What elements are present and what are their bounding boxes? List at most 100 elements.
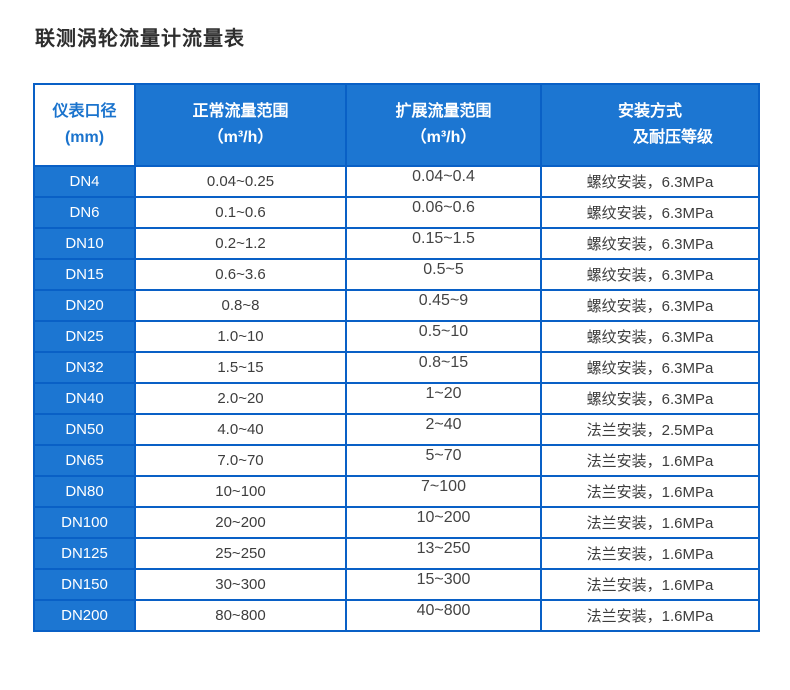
header-cell-install: 安装方式 及耐压等级 [540, 83, 760, 167]
header-cell-normal-range: 正常流量范围 （m³/h） [134, 83, 347, 167]
extended-range-value: 5~70 [425, 447, 462, 464]
table-row: DN10 0.2~1.2 0.15~1.5 螺纹安装，6.3MPa [33, 227, 760, 260]
header-diameter-line2: (mm) [64, 129, 105, 146]
cell-normal-range: 0.8~8 [134, 289, 347, 322]
table-row: DN6 0.1~0.6 0.06~0.6 螺纹安装，6.3MPa [33, 196, 760, 229]
cell-install: 法兰安装，1.6MPa [540, 568, 760, 601]
extended-range-value: 0.06~0.6 [412, 199, 475, 216]
table-row: DN25 1.0~10 0.5~10 螺纹安装，6.3MPa [33, 320, 760, 353]
extended-range-value: 0.8~15 [418, 354, 469, 371]
extended-range-value: 10~200 [416, 509, 471, 526]
cell-dn: DN15 [33, 258, 136, 291]
cell-normal-range: 0.2~1.2 [134, 227, 347, 260]
cell-normal-range: 4.0~40 [134, 413, 347, 446]
header-normal-line2: （m³/h） [207, 129, 274, 146]
header-normal-line1: 正常流量范围 [192, 103, 289, 120]
cell-install: 法兰安装，2.5MPa [540, 413, 760, 446]
header-cell-extended-range: 扩展流量范围 （m³/h） [345, 83, 542, 167]
cell-install: 螺纹安装，6.3MPa [540, 196, 760, 229]
extended-range-value: 0.15~1.5 [412, 230, 475, 247]
cell-dn: DN125 [33, 537, 136, 570]
header-install-line1: 安装方式 [617, 103, 682, 120]
cell-dn: DN150 [33, 568, 136, 601]
cell-normal-range: 2.0~20 [134, 382, 347, 415]
cell-dn: DN6 [33, 196, 136, 229]
cell-dn: DN80 [33, 475, 136, 508]
cell-normal-range: 0.6~3.6 [134, 258, 347, 291]
cell-normal-range: 1.0~10 [134, 320, 347, 353]
extended-range-value: 13~250 [416, 540, 471, 557]
extended-range-value: 40~800 [416, 602, 471, 619]
cell-install: 螺纹安装，6.3MPa [540, 165, 760, 198]
cell-extended-range: 2~40 [345, 413, 542, 446]
cell-dn: DN200 [33, 599, 136, 632]
cell-install: 螺纹安装，6.3MPa [540, 382, 760, 415]
cell-extended-range: 7~100 [345, 475, 542, 508]
flow-rate-table: 仪表口径 (mm) 正常流量范围 （m³/h） 扩展流量范围 （m³/h） 安装… [33, 83, 760, 632]
cell-install: 螺纹安装，6.3MPa [540, 351, 760, 384]
extended-range-value: 0.45~9 [418, 292, 469, 309]
cell-extended-range: 0.5~10 [345, 320, 542, 353]
table-row: DN15 0.6~3.6 0.5~5 螺纹安装，6.3MPa [33, 258, 760, 291]
cell-dn: DN65 [33, 444, 136, 477]
cell-extended-range: 10~200 [345, 506, 542, 539]
cell-install: 螺纹安装，6.3MPa [540, 227, 760, 260]
table-row: DN80 10~100 7~100 法兰安装，1.6MPa [33, 475, 760, 508]
cell-normal-range: 0.04~0.25 [134, 165, 347, 198]
cell-dn: DN20 [33, 289, 136, 322]
cell-dn: DN10 [33, 227, 136, 260]
cell-dn: DN100 [33, 506, 136, 539]
extended-range-value: 7~100 [421, 478, 466, 495]
cell-install: 螺纹安装，6.3MPa [540, 289, 760, 322]
cell-normal-range: 10~100 [134, 475, 347, 508]
cell-install: 法兰安装，1.6MPa [540, 537, 760, 570]
header-extended-line1: 扩展流量范围 [395, 103, 492, 120]
cell-normal-range: 25~250 [134, 537, 347, 570]
cell-dn: DN32 [33, 351, 136, 384]
page-title: 联测涡轮流量计流量表 [35, 28, 245, 50]
cell-install: 法兰安装，1.6MPa [540, 444, 760, 477]
table-row: DN125 25~250 13~250 法兰安装，1.6MPa [33, 537, 760, 570]
cell-install: 法兰安装，1.6MPa [540, 506, 760, 539]
cell-normal-range: 30~300 [134, 568, 347, 601]
cell-install: 法兰安装，1.6MPa [540, 599, 760, 632]
cell-extended-range: 0.06~0.6 [345, 196, 542, 229]
table-row: DN150 30~300 15~300 法兰安装，1.6MPa [33, 568, 760, 601]
cell-extended-range: 13~250 [345, 537, 542, 570]
extended-range-value: 15~300 [416, 571, 471, 588]
extended-range-value: 1~20 [425, 385, 462, 402]
cell-normal-range: 80~800 [134, 599, 347, 632]
cell-extended-range: 0.04~0.4 [345, 165, 542, 198]
cell-extended-range: 0.8~15 [345, 351, 542, 384]
cell-extended-range: 0.15~1.5 [345, 227, 542, 260]
table-row: DN65 7.0~70 5~70 法兰安装，1.6MPa [33, 444, 760, 477]
extended-range-value: 0.04~0.4 [412, 168, 475, 185]
cell-normal-range: 20~200 [134, 506, 347, 539]
header-row: 仪表口径 (mm) 正常流量范围 （m³/h） 扩展流量范围 （m³/h） 安装… [33, 83, 760, 167]
header-extended-line2: （m³/h） [410, 129, 477, 146]
cell-dn: DN50 [33, 413, 136, 446]
cell-dn: DN25 [33, 320, 136, 353]
cell-install: 螺纹安装，6.3MPa [540, 320, 760, 353]
header-cell-diameter: 仪表口径 (mm) [33, 83, 136, 167]
extended-range-value: 2~40 [425, 416, 462, 433]
extended-range-value: 0.5~5 [423, 261, 464, 278]
extended-range-value: 0.5~10 [418, 323, 469, 340]
cell-normal-range: 0.1~0.6 [134, 196, 347, 229]
header-diameter-line1: 仪表口径 [52, 103, 117, 120]
cell-extended-range: 0.5~5 [345, 258, 542, 291]
table-row: DN32 1.5~15 0.8~15 螺纹安装，6.3MPa [33, 351, 760, 384]
table-row: DN50 4.0~40 2~40 法兰安装，2.5MPa [33, 413, 760, 446]
cell-extended-range: 40~800 [345, 599, 542, 632]
cell-dn: DN4 [33, 165, 136, 198]
cell-extended-range: 1~20 [345, 382, 542, 415]
cell-install: 螺纹安装，6.3MPa [540, 258, 760, 291]
cell-normal-range: 7.0~70 [134, 444, 347, 477]
cell-extended-range: 15~300 [345, 568, 542, 601]
cell-install: 法兰安装，1.6MPa [540, 475, 760, 508]
table-row: DN20 0.8~8 0.45~9 螺纹安装，6.3MPa [33, 289, 760, 322]
table-row: DN4 0.04~0.25 0.04~0.4 螺纹安装，6.3MPa [33, 165, 760, 198]
cell-normal-range: 1.5~15 [134, 351, 347, 384]
header-install-line2: 及耐压等级 [632, 129, 713, 146]
